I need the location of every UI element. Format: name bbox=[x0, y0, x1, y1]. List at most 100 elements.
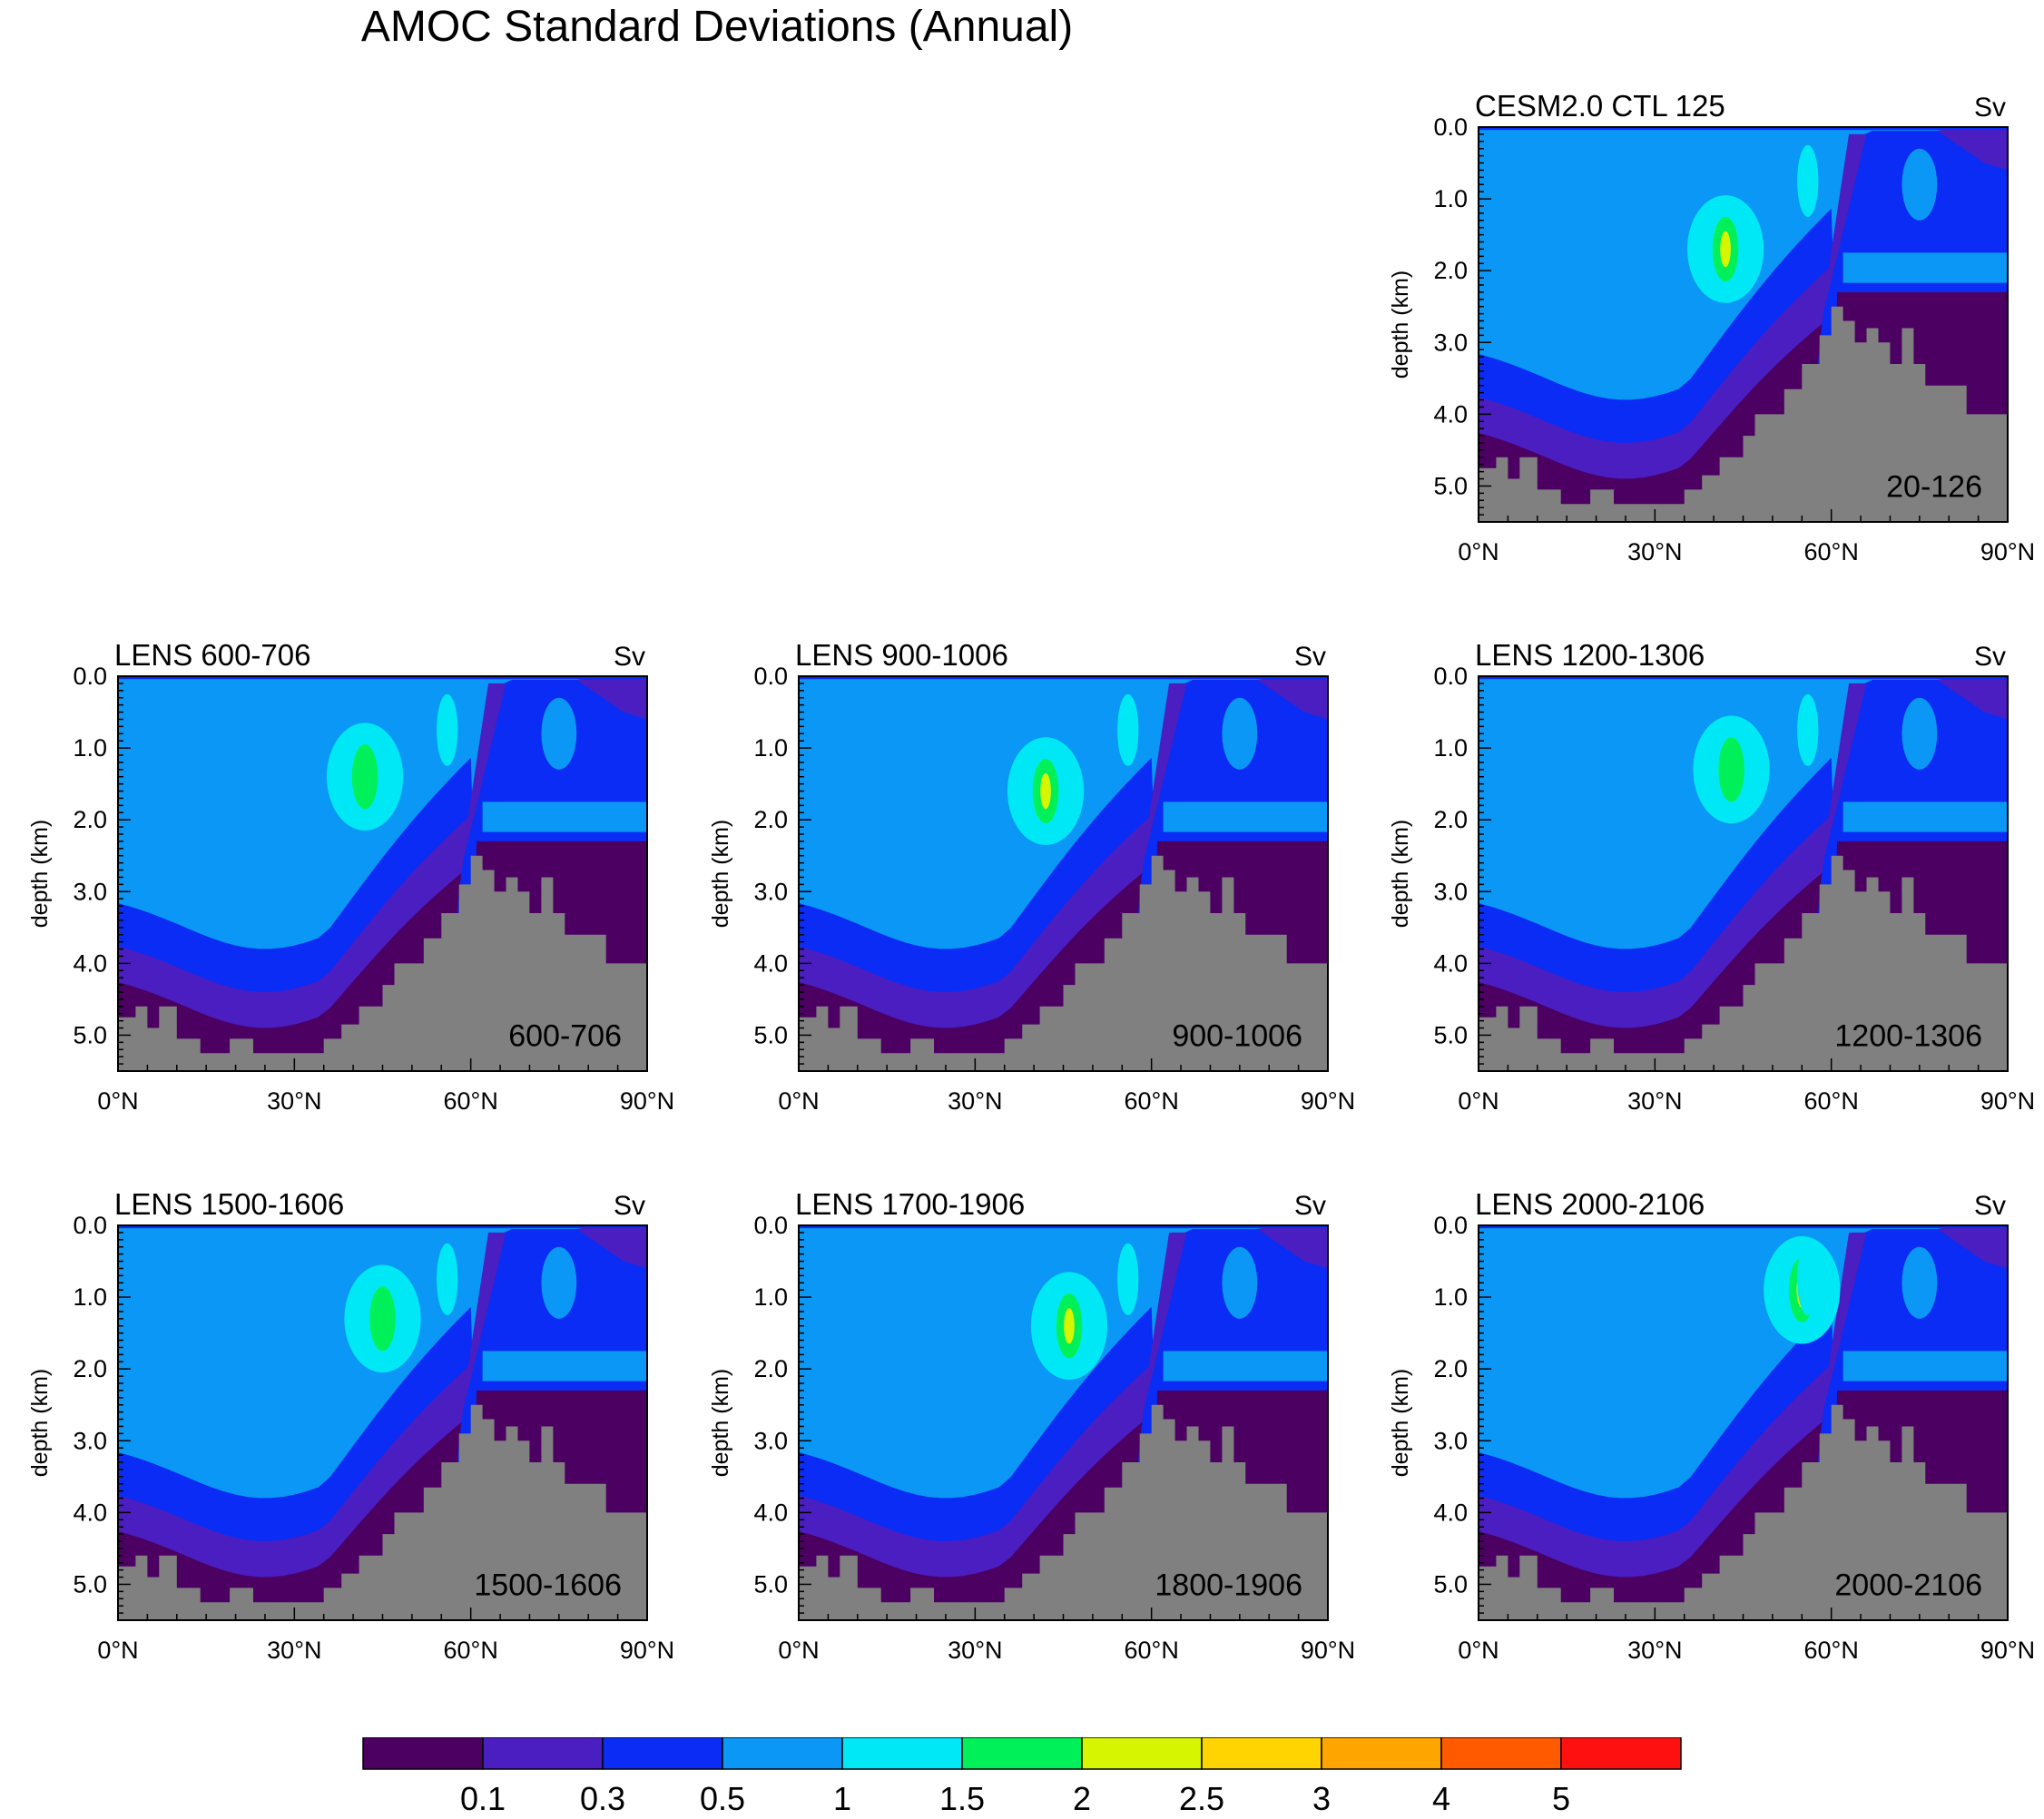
y-axis-label: depth (km) bbox=[27, 1369, 53, 1477]
plot-area: 0.0 1.0 2.0 3.0 4.0 5.0 depth (km) 0°N 30°N 60°N 9… bbox=[1388, 89, 2035, 565]
y-axis-label: depth (km) bbox=[708, 1369, 733, 1477]
x-tick-label: 0°N bbox=[97, 1637, 138, 1664]
x-tick-label: 90°N bbox=[1980, 1087, 2035, 1115]
y-tick-label: 3.0 bbox=[73, 1427, 107, 1454]
y-tick-label: 2.0 bbox=[1433, 806, 1468, 833]
y-tick-label: 5.0 bbox=[73, 1021, 107, 1048]
slope-wedge bbox=[1139, 683, 1187, 878]
plot-area: 0.0 1.0 2.0 3.0 4.0 5.0 depth (km) 0°N 30°N 60°N 9… bbox=[1388, 638, 2035, 1115]
colorbar-label: 2 bbox=[1073, 1780, 1091, 1817]
y-tick-label: 2.0 bbox=[1433, 257, 1468, 284]
y-tick-label: 4.0 bbox=[1433, 949, 1468, 977]
x-tick-label: 0°N bbox=[1458, 538, 1499, 565]
x-tick-label: 90°N bbox=[1301, 1637, 1355, 1664]
amoc-panel: 0.0 1.0 2.0 3.0 4.0 5.0 depth (km) 0°N 30°N 60°N 9… bbox=[27, 638, 674, 1115]
secondary-max bbox=[437, 693, 458, 766]
colorbar-label: 1.5 bbox=[939, 1780, 985, 1817]
panel-title: CESM2.0 CTL 125 bbox=[1475, 89, 1725, 123]
north-patch bbox=[1222, 697, 1258, 770]
y-axis: 0.0 1.0 2.0 3.0 4.0 5.0 depth (km) bbox=[708, 663, 811, 1072]
field bbox=[799, 676, 1328, 1071]
y-tick-label: 5.0 bbox=[753, 1021, 788, 1048]
x-axis: 0°N 30°N 60°N 90°N bbox=[1458, 509, 2035, 565]
y-tick-label: 3.0 bbox=[73, 878, 107, 905]
x-tick-label: 0°N bbox=[97, 1087, 138, 1115]
north-patch bbox=[1902, 697, 1938, 770]
peak-max bbox=[1040, 772, 1051, 810]
land-mask bbox=[1479, 855, 2008, 1071]
north-patch bbox=[1902, 148, 1938, 221]
y-tick-label: 1.0 bbox=[753, 734, 788, 762]
y-axis: 0.0 1.0 2.0 3.0 4.0 5.0 depth (km) bbox=[27, 1212, 131, 1621]
x-tick-label: 60°N bbox=[1125, 1087, 1179, 1115]
y-tick-label: 1.0 bbox=[1433, 185, 1468, 212]
panel-title: LENS 1700-1906 bbox=[795, 1187, 1025, 1221]
amoc-panel: 0.0 1.0 2.0 3.0 4.0 5.0 depth (km) 0°N 30°N 60°N 9… bbox=[1388, 1187, 2035, 1664]
period-label: 1500-1606 bbox=[474, 1568, 622, 1602]
slope-wedge bbox=[1819, 1232, 1867, 1427]
colorbar-swatch bbox=[1081, 1737, 1203, 1770]
surface-layer bbox=[1479, 1225, 2008, 1229]
x-tick-label: 90°N bbox=[1301, 1087, 1355, 1115]
x-tick-label: 30°N bbox=[948, 1087, 1002, 1115]
land-mask bbox=[799, 855, 1328, 1071]
overflow-layer bbox=[482, 1351, 647, 1381]
panel-units: Sv bbox=[1294, 642, 1326, 672]
field bbox=[1479, 676, 2008, 1071]
panel-units: Sv bbox=[1974, 1191, 2006, 1221]
y-tick-label: 5.0 bbox=[1433, 1021, 1468, 1048]
x-tick-label: 30°N bbox=[1627, 1087, 1682, 1115]
colorbar-swatch bbox=[362, 1737, 484, 1770]
plot-area: 0.0 1.0 2.0 3.0 4.0 5.0 depth (km) 0°N 30°N 60°N 9… bbox=[708, 638, 1355, 1115]
y-tick-label: 5.0 bbox=[1433, 1570, 1468, 1598]
x-tick-label: 60°N bbox=[1804, 1087, 1859, 1115]
peak-core bbox=[1718, 737, 1744, 802]
y-tick-label: 2.0 bbox=[753, 806, 788, 833]
colorbar-swatch bbox=[1560, 1737, 1682, 1770]
x-tick-label: 30°N bbox=[267, 1087, 321, 1115]
y-axis-label: depth (km) bbox=[708, 820, 733, 928]
colorbar-label: 2.5 bbox=[1179, 1780, 1224, 1817]
plot-area: 0.0 1.0 2.0 3.0 4.0 5.0 depth (km) 0°N 30°N 60°N 9… bbox=[27, 638, 674, 1115]
y-axis-label: depth (km) bbox=[1388, 270, 1413, 379]
x-axis: 0°N 30°N 60°N 90°N bbox=[97, 1058, 674, 1115]
y-tick-label: 3.0 bbox=[1433, 878, 1468, 905]
y-axis-label: depth (km) bbox=[1388, 820, 1413, 928]
peak-core bbox=[351, 744, 378, 810]
colorbar-label: 3 bbox=[1312, 1780, 1331, 1817]
field bbox=[1479, 127, 2008, 522]
y-tick-label: 0.0 bbox=[753, 1212, 788, 1239]
amoc-panel: 0.0 1.0 2.0 3.0 4.0 5.0 depth (km) 0°N 30°N 60°N 9… bbox=[1388, 89, 2035, 565]
peak-core bbox=[369, 1286, 396, 1352]
x-tick-label: 60°N bbox=[1804, 1637, 1859, 1664]
colorbar-swatch bbox=[841, 1737, 963, 1770]
y-tick-label: 1.0 bbox=[73, 1283, 107, 1311]
x-tick-label: 90°N bbox=[620, 1637, 674, 1664]
colorbar-label: 4 bbox=[1432, 1780, 1450, 1817]
north-patch bbox=[1222, 1246, 1258, 1319]
panel-title: LENS 1200-1306 bbox=[1475, 638, 1705, 672]
surface-layer bbox=[118, 1225, 647, 1229]
field bbox=[118, 676, 647, 1071]
period-label: 1800-1906 bbox=[1155, 1568, 1302, 1602]
overflow-layer bbox=[1843, 1351, 2008, 1381]
x-tick-label: 60°N bbox=[1804, 538, 1859, 565]
field bbox=[1479, 1225, 2008, 1620]
panel-units: Sv bbox=[1974, 93, 2006, 123]
y-tick-label: 2.0 bbox=[753, 1355, 788, 1382]
panel-units: Sv bbox=[614, 642, 645, 672]
y-tick-label: 3.0 bbox=[753, 1427, 788, 1454]
slope-wedge bbox=[1819, 683, 1867, 878]
band-north-surface bbox=[1937, 127, 2008, 171]
band-north-surface bbox=[576, 676, 647, 720]
y-tick-label: 0.0 bbox=[1433, 663, 1468, 690]
colorbar-label: 0.1 bbox=[460, 1780, 506, 1817]
secondary-max bbox=[1797, 1243, 1819, 1315]
x-tick-label: 0°N bbox=[1458, 1087, 1499, 1115]
y-tick-label: 0.0 bbox=[1433, 1212, 1468, 1239]
y-tick-label: 2.0 bbox=[73, 1355, 107, 1382]
x-axis: 0°N 30°N 60°N 90°N bbox=[778, 1608, 1355, 1664]
y-tick-label: 4.0 bbox=[73, 1499, 107, 1526]
land-mask bbox=[1479, 1404, 2008, 1620]
colorbar-label: 0.3 bbox=[580, 1780, 625, 1817]
